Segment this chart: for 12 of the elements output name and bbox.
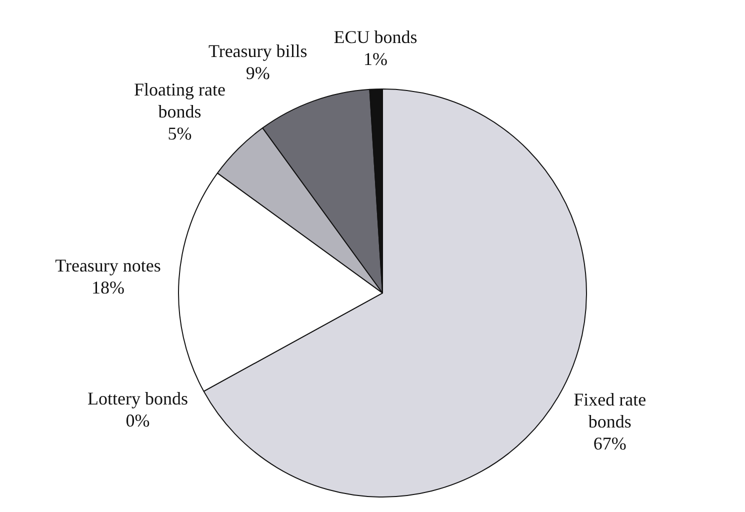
data-label: 67%	[593, 434, 626, 454]
slice-label: Fixed rate bonds	[574, 390, 646, 432]
data-label: 1%	[364, 48, 388, 69]
data-label: 9%	[246, 63, 270, 84]
slice-label: Floating rate bonds	[134, 79, 226, 122]
text: 0%	[126, 410, 150, 430]
slice-label: Treasury notes	[55, 255, 161, 276]
data-label: 18%	[92, 277, 125, 298]
data-label: 5%	[168, 123, 192, 144]
slice-label: Treasury bills	[208, 41, 308, 62]
category-label: Lottery bonds	[87, 388, 188, 408]
slice-label: ECU bonds	[334, 26, 418, 47]
